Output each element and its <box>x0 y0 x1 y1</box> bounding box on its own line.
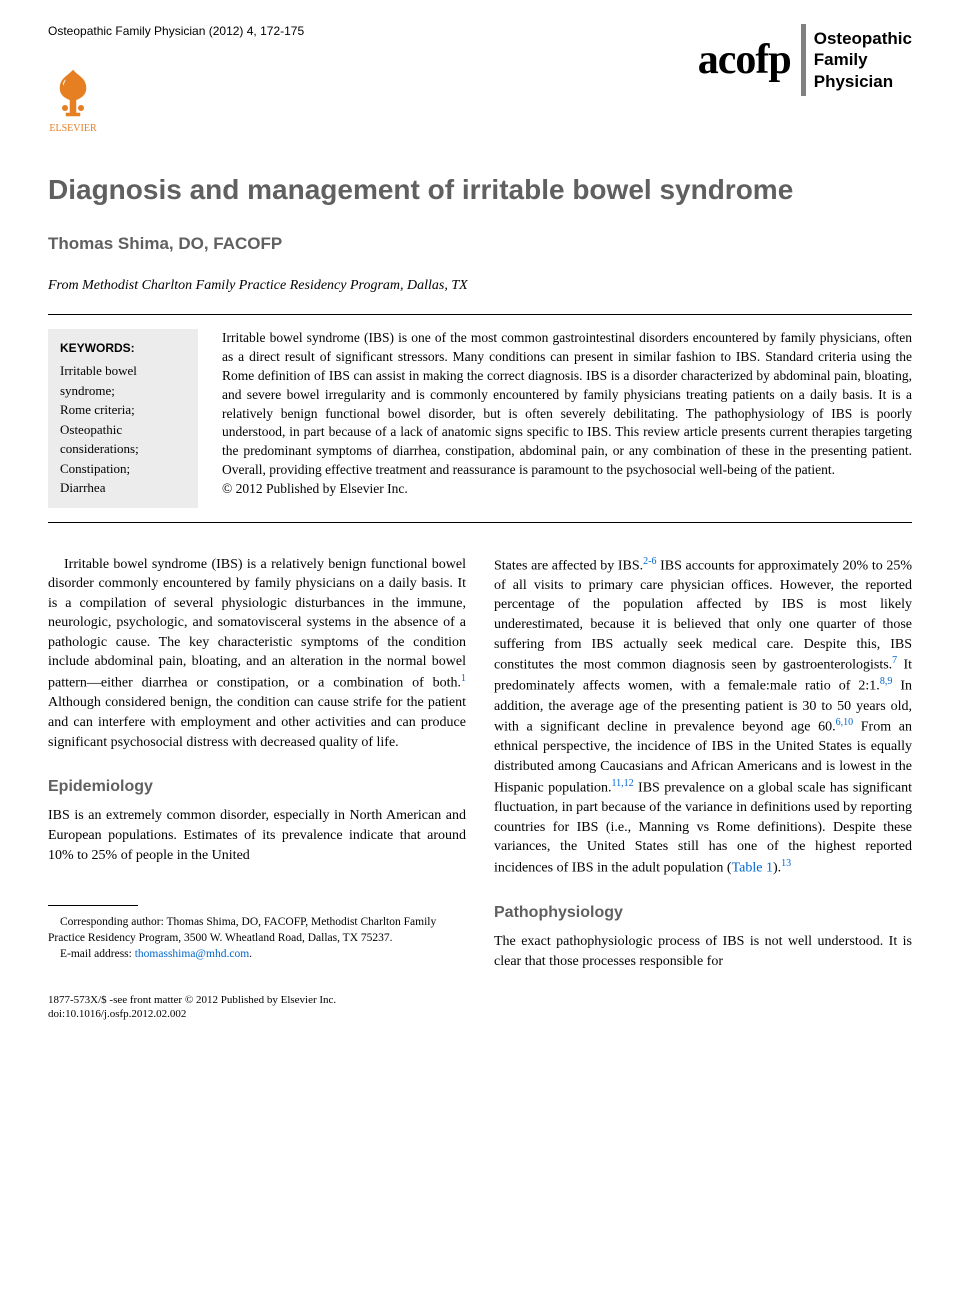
article-title: Diagnosis and management of irritable bo… <box>48 174 912 206</box>
ref-sup-6-10[interactable]: 6,10 <box>836 717 854 728</box>
keywords-box: KEYWORDS: Irritable bowel syndrome; Rome… <box>48 329 198 508</box>
elsevier-logo[interactable]: ELSEVIER <box>48 68 98 134</box>
email-footnote: E-mail address: thomasshima@mhd.com. <box>48 946 466 962</box>
intro-text-b: Although considered benign, the conditio… <box>48 695 466 749</box>
issn-line: 1877-573X/$ -see front matter © 2012 Pub… <box>48 993 466 1007</box>
ref-sup-2-6[interactable]: 2-6 <box>643 556 656 567</box>
epi-p2-g: ). <box>773 860 781 875</box>
ref-sup-11-12[interactable]: 11,12 <box>612 778 634 789</box>
email-period: . <box>249 948 252 960</box>
pathophysiology-heading: Pathophysiology <box>494 902 912 924</box>
journal-logo-block: acofp Osteopathic Family Physician <box>698 24 912 96</box>
intro-para: Irritable bowel syndrome (IBS) is a rela… <box>48 555 466 753</box>
ref-sup-1[interactable]: 1 <box>461 673 466 684</box>
patho-para-1: The exact pathophysiologic process of IB… <box>494 932 912 971</box>
front-matter-meta: 1877-573X/$ -see front matter © 2012 Pub… <box>48 993 466 1022</box>
epi-para-2: States are affected by IBS.2-6 IBS accou… <box>494 555 912 878</box>
intro-text-a: Irritable bowel syndrome (IBS) is a rela… <box>48 557 466 691</box>
abstract-body: Irritable bowel syndrome (IBS) is one of… <box>222 330 912 477</box>
acofp-logo-text: acofp <box>698 36 791 84</box>
journal-title-line2: Family <box>814 49 912 70</box>
email-link[interactable]: thomasshima@mhd.com <box>135 948 249 960</box>
affiliation-line: From Methodist Charlton Family Practice … <box>48 278 912 294</box>
footnote-separator <box>48 905 138 906</box>
epi-p2-a: States are affected by IBS. <box>494 558 643 573</box>
abstract-copyright: © 2012 Published by Elsevier Inc. <box>222 481 408 496</box>
elsevier-logo-block: ELSEVIER <box>48 68 304 134</box>
header-left: Osteopathic Family Physician (2012) 4, 1… <box>48 24 304 134</box>
ref-sup-8-9[interactable]: 8,9 <box>880 676 893 687</box>
ref-sup-13[interactable]: 13 <box>781 858 791 869</box>
table-1-ref[interactable]: Table 1 <box>732 860 773 875</box>
keywords-list: Irritable bowel syndrome; Rome criteria;… <box>60 361 186 498</box>
journal-title: Osteopathic Family Physician <box>801 24 912 96</box>
body-two-column: Irritable bowel syndrome (IBS) is a rela… <box>48 555 912 1022</box>
keywords-label: KEYWORDS: <box>60 339 186 357</box>
elsevier-tree-icon <box>48 68 98 123</box>
left-column: Irritable bowel syndrome (IBS) is a rela… <box>48 555 466 1022</box>
epi-para-1: IBS is an extremely common disorder, esp… <box>48 806 466 865</box>
authors-line: Thomas Shima, DO, FACOFP <box>48 234 912 254</box>
epidemiology-heading: Epidemiology <box>48 776 466 798</box>
page-header: Osteopathic Family Physician (2012) 4, 1… <box>48 24 912 134</box>
journal-title-line1: Osteopathic <box>814 28 912 49</box>
epi-p2-b: IBS accounts for approximately 20% to 25… <box>494 558 912 673</box>
right-column: States are affected by IBS.2-6 IBS accou… <box>494 555 912 1022</box>
doi-line: doi:10.1016/j.osfp.2012.02.002 <box>48 1007 466 1021</box>
elsevier-label: ELSEVIER <box>49 123 96 134</box>
citation-line: Osteopathic Family Physician (2012) 4, 1… <box>48 24 304 38</box>
journal-title-line3: Physician <box>814 71 912 92</box>
abstract-text: Irritable bowel syndrome (IBS) is one of… <box>222 329 912 508</box>
abstract-block: KEYWORDS: Irritable bowel syndrome; Rome… <box>48 314 912 523</box>
corresponding-author-footnote: Corresponding author: Thomas Shima, DO, … <box>48 914 466 946</box>
email-label: E-mail address: <box>60 948 135 960</box>
